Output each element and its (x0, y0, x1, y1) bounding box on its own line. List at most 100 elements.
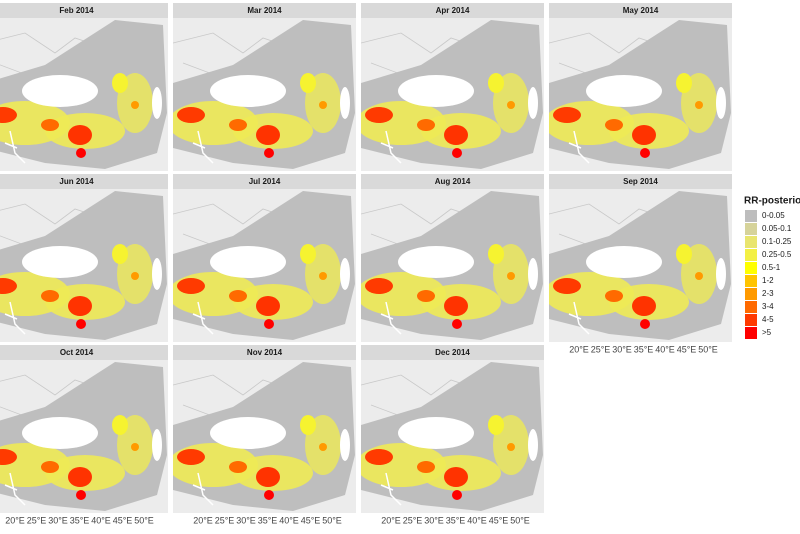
legend-label: 0-0.05 (762, 211, 785, 220)
x-axis-label: 50°E (698, 344, 718, 354)
map-panel: Feb 2014 (0, 3, 168, 171)
legend-label: 0.5-1 (762, 263, 781, 272)
legend-swatch (745, 327, 757, 339)
panel-title: Jun 2014 (59, 177, 94, 186)
legend-label: 0.05-0.1 (762, 224, 792, 233)
panel-content: Nov 2014 (173, 345, 356, 513)
map-panel: May 2014 (549, 3, 732, 171)
x-axis-label: 50°E (510, 515, 530, 525)
x-axis-label: 20°E (5, 515, 25, 525)
x-axis-label: 40°E (91, 515, 111, 525)
legend-swatch (745, 210, 757, 222)
x-axis-label: 25°E (215, 515, 235, 525)
panel-strip (0, 345, 168, 360)
map-panel: Jun 2014 (0, 174, 168, 342)
panel-content: Apr 2014 (361, 3, 544, 171)
x-axis-label: 30°E (48, 515, 68, 525)
x-axis-label: 40°E (279, 515, 299, 525)
x-axis-label: 40°E (467, 515, 487, 525)
map-panel: Oct 2014 (0, 345, 168, 513)
panel-strip (361, 174, 544, 189)
x-axis-label: 25°E (27, 515, 47, 525)
x-axis-label: 50°E (322, 515, 342, 525)
panel-content: Jun 2014 (0, 174, 168, 342)
legend-title: RR-posterior (744, 196, 800, 207)
panel-strip (173, 3, 356, 18)
map-panel: Apr 2014 (361, 3, 544, 171)
legend-swatch (745, 262, 757, 274)
legend-swatch (745, 301, 757, 313)
panel-title: Jul 2014 (249, 177, 281, 186)
panel-strip (0, 174, 168, 189)
map (173, 359, 356, 513)
panel-strip (361, 3, 544, 18)
panel-content: May 2014 (549, 3, 732, 171)
panel-title: Sep 2014 (623, 177, 658, 186)
x-axis-label: 50°E (134, 515, 154, 525)
legend-swatch (745, 275, 757, 287)
x-axis-label: 20°E (381, 515, 401, 525)
map-panel: Aug 2014 (361, 174, 544, 342)
x-axis-label: 35°E (70, 515, 90, 525)
legend-swatch (745, 236, 757, 248)
map (361, 17, 544, 171)
map (361, 359, 544, 513)
x-axis-label: 30°E (424, 515, 444, 525)
map-panel: Jul 2014 (173, 174, 356, 342)
panel-content: Mar 2014 (173, 3, 356, 171)
map (173, 17, 356, 171)
x-axis-label: 20°E (569, 344, 589, 354)
map-panel: Nov 2014 (173, 345, 356, 513)
panel-content: Dec 2014 (361, 345, 544, 513)
legend-swatch (745, 314, 757, 326)
map (549, 188, 732, 342)
legend-label: 3-4 (762, 302, 774, 311)
legend-label: 0.1-0.25 (762, 237, 792, 246)
panel-title: Aug 2014 (435, 177, 471, 186)
panel-content: Feb 2014 (0, 3, 168, 171)
x-axis-label: 30°E (236, 515, 256, 525)
x-axis-label: 30°E (612, 344, 632, 354)
panel-strip (173, 345, 356, 360)
map (0, 17, 168, 171)
legend-label: >5 (762, 328, 772, 337)
x-axis-label: 45°E (113, 515, 133, 525)
panel-strip (173, 174, 356, 189)
map (361, 188, 544, 342)
x-axis-label: 20°E (193, 515, 213, 525)
legend-swatch (745, 249, 757, 261)
panel-title: Oct 2014 (60, 348, 94, 357)
map-panel: Dec 2014 (361, 345, 544, 513)
x-axis-label: 45°E (301, 515, 321, 525)
panel-title: May 2014 (623, 6, 659, 15)
legend-swatch (745, 288, 757, 300)
x-axis-label: 40°E (655, 344, 675, 354)
map (173, 188, 356, 342)
legend-label: 2-3 (762, 289, 774, 298)
legend-label: 4-5 (762, 315, 774, 324)
x-axis-label: 45°E (677, 344, 697, 354)
legend-label: 0.25-0.5 (762, 250, 792, 259)
map-panel: Sep 2014 (549, 174, 732, 342)
map (0, 188, 168, 342)
x-axis-label: 45°E (489, 515, 509, 525)
panel-title: Apr 2014 (436, 6, 470, 15)
panel-content: Oct 2014 (0, 345, 168, 513)
x-axis-label: 25°E (403, 515, 423, 525)
panel-strip (549, 174, 732, 189)
panel-title: Nov 2014 (247, 348, 283, 357)
panel-title: Mar 2014 (247, 6, 282, 15)
x-axis-label: 35°E (634, 344, 654, 354)
panel-content: Aug 2014 (361, 174, 544, 342)
panel-strip (361, 345, 544, 360)
x-axis-label: 25°E (591, 344, 611, 354)
panel-title: Feb 2014 (59, 6, 94, 15)
legend-swatch (745, 223, 757, 235)
map (549, 17, 732, 171)
panel-strip (0, 3, 168, 18)
panel-content: Jul 2014 (173, 174, 356, 342)
x-axis-label: 35°E (446, 515, 466, 525)
panel-title: Dec 2014 (435, 348, 470, 357)
